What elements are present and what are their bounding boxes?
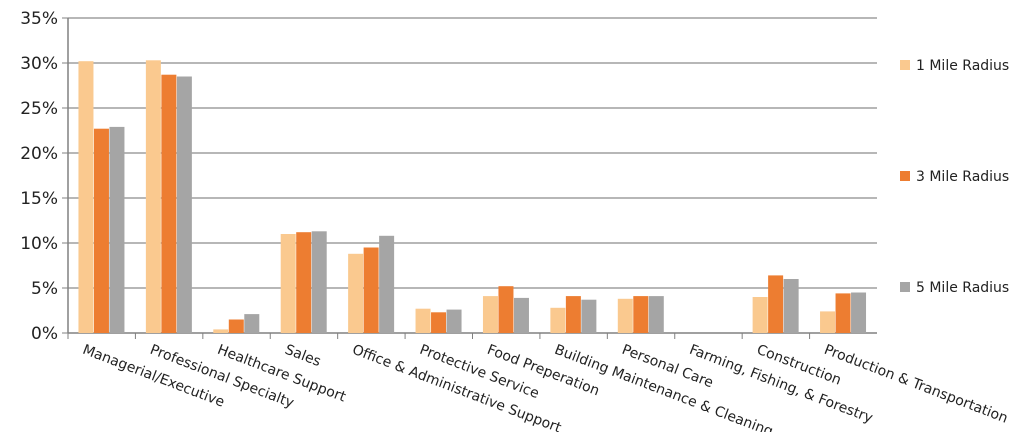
bar — [581, 299, 597, 333]
bar — [176, 76, 192, 333]
bar — [633, 296, 649, 333]
bar — [835, 293, 851, 333]
bar — [348, 253, 364, 333]
bar — [296, 232, 312, 333]
bar — [93, 128, 109, 333]
bar — [161, 74, 177, 333]
bar — [363, 247, 379, 333]
bar — [431, 312, 447, 333]
legend-label: 3 Mile Radius — [916, 169, 1009, 185]
y-tick-label: 25% — [20, 99, 58, 119]
bar — [244, 314, 260, 333]
y-tick-label: 5% — [31, 279, 58, 299]
bar — [482, 296, 498, 333]
y-tick-label: 35% — [20, 9, 58, 29]
bar — [783, 279, 799, 333]
bar — [648, 296, 664, 333]
bar — [768, 275, 784, 333]
legend-label: 5 Mile Radius — [916, 280, 1009, 296]
bar — [565, 296, 581, 333]
legend-label: 1 Mile Radius — [916, 58, 1009, 74]
bar — [415, 308, 431, 333]
bar — [78, 61, 94, 333]
y-tick-label: 20% — [20, 144, 58, 164]
bar — [228, 319, 244, 333]
bar — [617, 298, 633, 333]
legend-swatch — [900, 60, 910, 70]
bar — [109, 126, 125, 334]
bars — [78, 60, 867, 334]
bar — [280, 234, 296, 333]
gridlines — [62, 17, 877, 334]
y-tick-label: 30% — [20, 54, 58, 74]
y-tick-label: 0% — [31, 324, 58, 344]
bar — [213, 329, 229, 333]
bar — [752, 297, 768, 333]
bar — [851, 292, 867, 333]
bar — [311, 231, 327, 333]
y-axis-ticks: 0% 5% 10% 15% 20% 25% 30% 35% — [20, 9, 58, 344]
bar — [513, 297, 529, 333]
x-tick-label: Sales — [283, 342, 324, 370]
bar — [145, 60, 161, 334]
y-tick-label: 15% — [20, 189, 58, 209]
legend-swatch — [900, 282, 910, 292]
legend: 1 Mile Radius 3 Mile Radius 5 Mile Radius — [900, 58, 1009, 296]
bar — [379, 235, 395, 333]
bar — [820, 311, 836, 333]
bar — [446, 309, 462, 333]
y-tick-label: 10% — [20, 234, 58, 254]
bar — [498, 286, 514, 333]
bar — [550, 307, 566, 333]
legend-swatch — [900, 171, 910, 181]
x-tick-label: Food Preperation — [485, 342, 602, 400]
